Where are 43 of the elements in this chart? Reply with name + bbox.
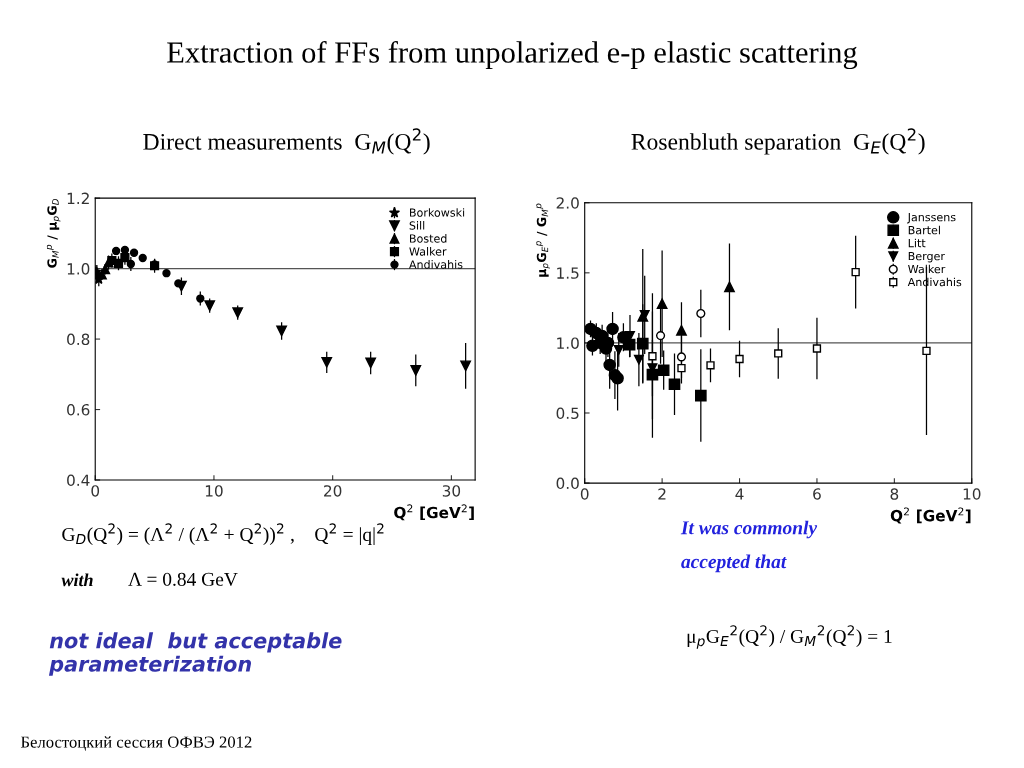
x-tick-label: 10: [963, 488, 981, 500]
legend-label: Bosted: [410, 234, 447, 243]
legend-label: Borkowski: [410, 208, 465, 217]
x-axis-title: Q$^{2}$ [GeV$^{2}$]: [890, 507, 971, 524]
x-tick-label: 0: [580, 488, 589, 500]
x-tick-label: 30: [442, 485, 461, 497]
legend-label: Litt: [908, 238, 926, 248]
legend-label: Walker: [409, 247, 447, 256]
text: It was commonly accepted that: [680, 520, 818, 573]
y-tick-label: 0.8: [67, 333, 90, 346]
legend-label: Andivahis: [409, 260, 463, 269]
y-tick-label: 0.6: [67, 404, 90, 416]
x-tick-label: 20: [324, 485, 342, 497]
y-tick-label: 2.0: [556, 197, 579, 209]
chart-title: Direct measurements G$_{M}$(Q$^{2}$): [143, 128, 430, 155]
y-tick-label: 0.4: [67, 474, 90, 487]
y-axis-title: μ$_{p}$G$_{E}$$^{p}$ / G$_{M}$$^{p}$: [536, 203, 550, 277]
text: Λ = 0.84 GeV: [128, 572, 238, 586]
x-tick-label: 6: [813, 488, 821, 500]
x-tick-label: 10: [205, 485, 223, 497]
text: G$_{D}$(Q$^{2}$) = (Λ$^{2}$ / (Λ$^{2}$ + Q$^{2}$))$^{2}$ , Q$^{2}$ = |q|$^{2}$: [62, 523, 384, 546]
y-tick-label: 0.5: [556, 407, 579, 420]
x-tick-label: 8: [890, 488, 899, 500]
legend-label: Janssens: [907, 213, 956, 224]
text: μ$_{p}$G$_{E}$$^{2}$(Q$^{2}$) / G$_{M}$$^{2}$(Q$^{2}$) = 1: [687, 625, 892, 649]
y-tick-label: 1.0: [67, 263, 90, 275]
chart-title: Rosenbluth separation G$_{E}$(Q$^{2}$): [631, 128, 925, 155]
legend-label: Bartel: [908, 225, 940, 235]
y-tick-label: 1.2: [67, 192, 89, 204]
y-axis-title: G$_{M}$$^{p}$ / μ$_{p}$G$_{D}$: [46, 198, 61, 268]
legend-label: Sill: [409, 221, 425, 230]
text: with: [61, 573, 93, 587]
y-tick-label: 1.0: [557, 337, 579, 349]
x-tick-label: 0: [91, 485, 100, 497]
x-tick-label: 2: [658, 488, 666, 500]
legend-label: Berger: [908, 252, 945, 263]
text: Белостоцкий сессия ОФВЭ 2012: [20, 736, 252, 751]
text: not ideal but acceptable parameterization: [48, 632, 342, 676]
y-tick-label: 1.5: [557, 267, 579, 279]
y-tick-label: 0.0: [556, 477, 579, 490]
x-tick-label: 4: [735, 488, 744, 500]
text: Extraction of FFs from unpolarized e-p elastic scattering: [167, 41, 858, 70]
x-axis-title: Q$^{2}$ [GeV$^{2}$]: [394, 504, 474, 521]
